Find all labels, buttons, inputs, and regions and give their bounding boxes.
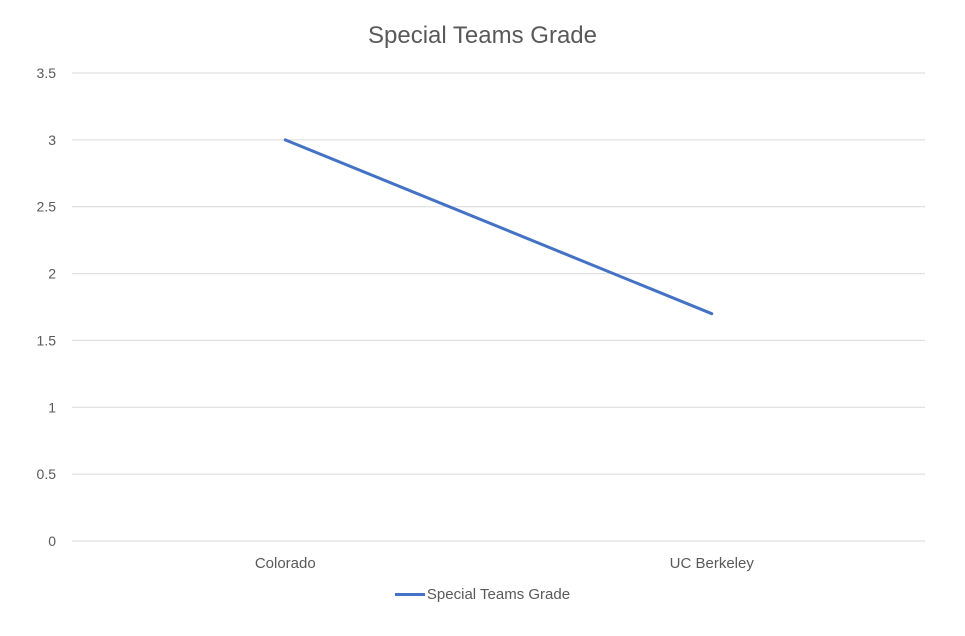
x-tick-label: Colorado <box>255 555 316 572</box>
y-tick-label: 3.5 <box>37 65 57 81</box>
x-axis-ticks: Colorado UC Berkeley <box>255 555 755 572</box>
series-line <box>283 138 714 316</box>
y-tick-label: 2.5 <box>37 199 57 215</box>
legend-label: Special Teams Grade <box>426 586 571 603</box>
y-tick-label: 0 <box>48 533 56 549</box>
legend-swatch <box>394 593 425 596</box>
y-tick-label: 0.5 <box>37 466 57 482</box>
y-axis-ticks: 0 0.5 1 1.5 2 2.5 3 3.5 <box>37 65 57 549</box>
y-tick-label: 1.5 <box>37 332 57 348</box>
x-tick-label: UC Berkeley <box>670 555 755 572</box>
y-tick-label: 1 <box>48 399 56 415</box>
legend: Special Teams Grade <box>0 586 965 603</box>
gridlines <box>72 72 925 542</box>
y-tick-label: 3 <box>48 132 56 148</box>
chart-title: Special Teams Grade <box>367 22 597 49</box>
series-lines <box>283 138 714 316</box>
y-tick-label: 2 <box>48 266 56 282</box>
